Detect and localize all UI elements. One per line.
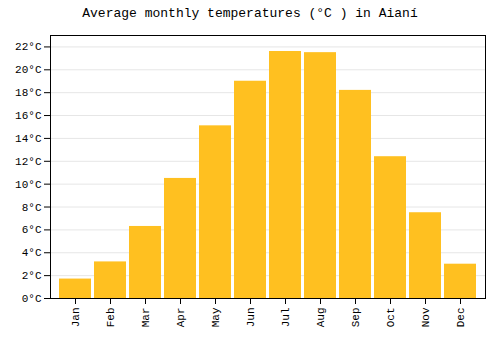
svg-text:Mar: Mar (140, 308, 152, 328)
svg-text:2°C: 2°C (22, 270, 42, 282)
svg-text:12°C: 12°C (15, 156, 42, 168)
svg-text:Apr: Apr (175, 308, 187, 328)
svg-text:Jul: Jul (280, 308, 292, 328)
svg-text:14°C: 14°C (15, 133, 42, 145)
svg-text:6°C: 6°C (22, 224, 42, 236)
svg-text:20°C: 20°C (15, 64, 42, 76)
svg-text:4°C: 4°C (22, 247, 42, 259)
svg-text:Feb: Feb (105, 308, 117, 328)
html-text:Average monthly temperatures (: Average monthly temperatures (°C ) in Ai… (82, 6, 418, 21)
svg-text:22°C: 22°C (15, 41, 42, 53)
svg-text:10°C: 10°C (15, 179, 42, 191)
svg-text:Oct: Oct (385, 308, 397, 328)
svg-text:16°C: 16°C (15, 110, 42, 122)
svg-text:Jan: Jan (70, 308, 82, 328)
svg-text:Dec: Dec (455, 308, 467, 328)
svg-text:May: May (210, 307, 222, 327)
svg-text:18°C: 18°C (15, 87, 42, 99)
svg-text:0°C: 0°C (22, 293, 42, 305)
svg-text:Sep: Sep (350, 308, 362, 328)
svg-text:Aug: Aug (315, 308, 327, 328)
svg-text:Jun: Jun (245, 308, 257, 328)
svg-text:8°C: 8°C (22, 202, 42, 214)
svg-text:Nov: Nov (420, 307, 432, 327)
